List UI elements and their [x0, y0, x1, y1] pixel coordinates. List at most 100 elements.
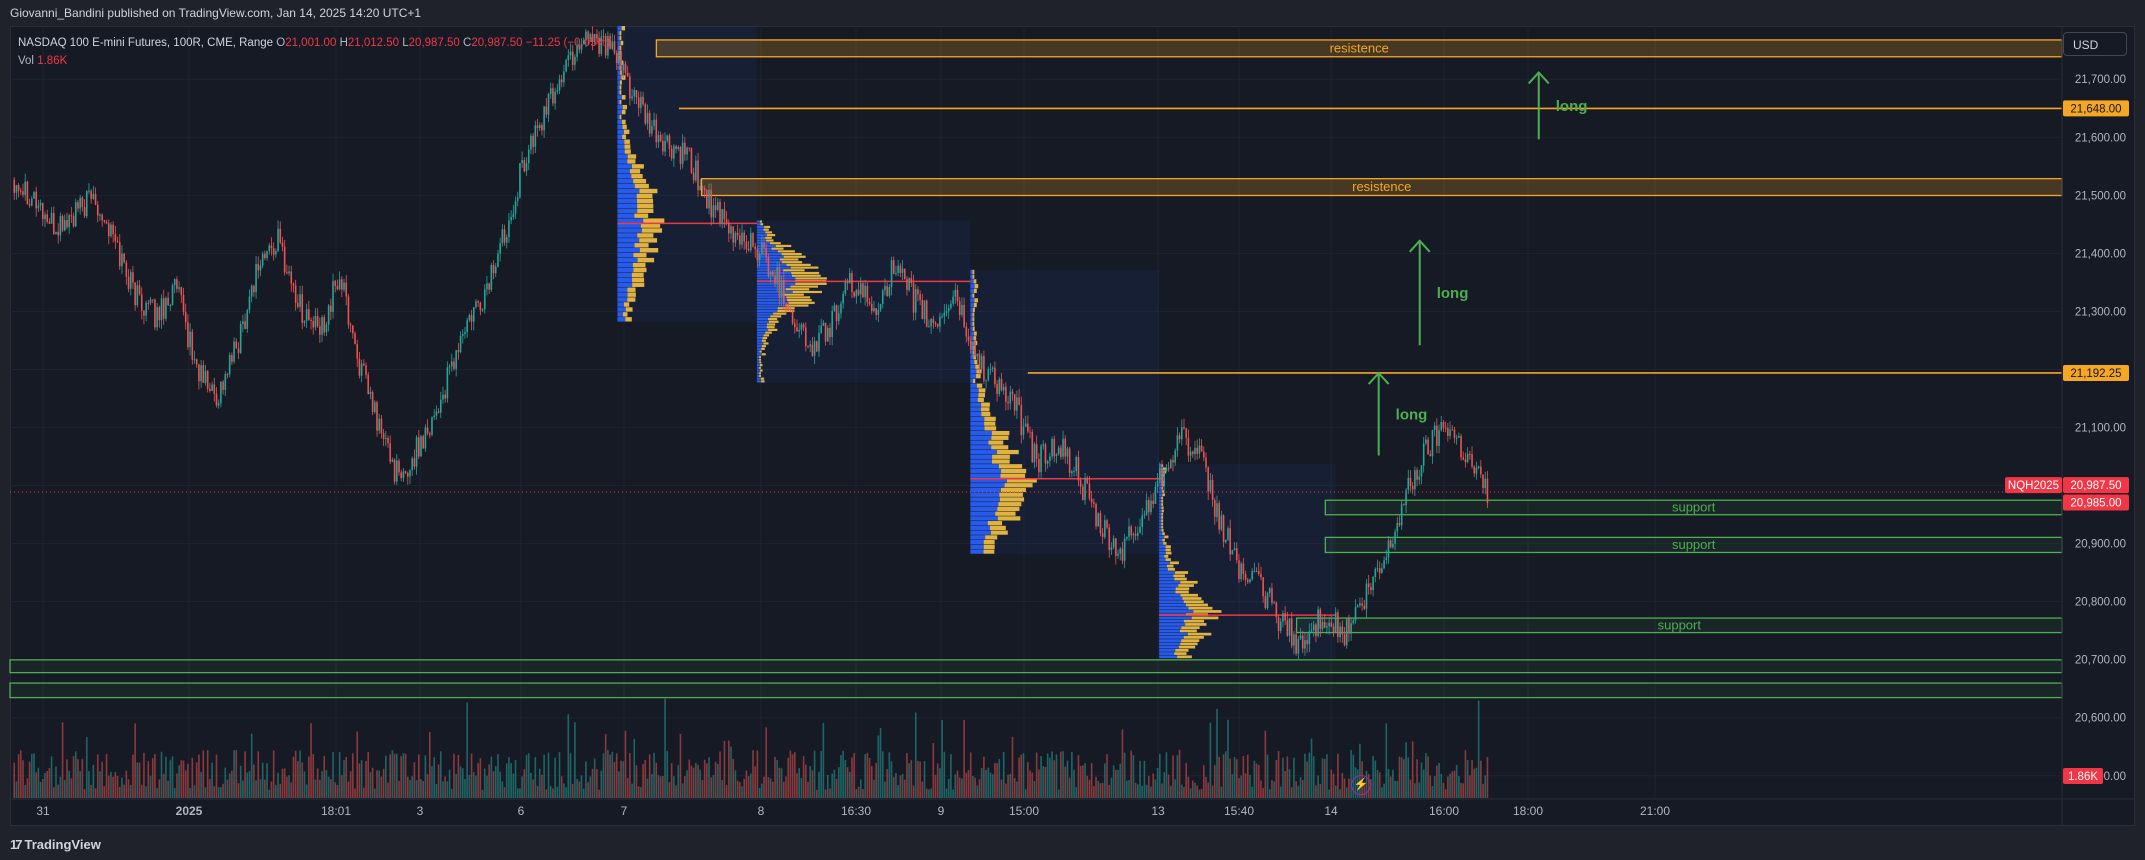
profile-bar-sell: [631, 272, 644, 278]
candle-body: [833, 305, 836, 311]
candle-body: [490, 264, 493, 290]
profile-bar-sell: [786, 296, 811, 299]
candle-body: [1185, 428, 1187, 438]
profile-bar-sell: [791, 271, 820, 275]
volume-bar: [1438, 763, 1440, 798]
volume-bar: [708, 757, 710, 798]
volume-bar: [692, 767, 695, 798]
volume-bar: [1183, 787, 1185, 798]
volume-bar: [1469, 775, 1471, 798]
profile-bar-buy: [1159, 499, 1162, 503]
profile-bar-sell: [1165, 558, 1171, 561]
candle-body: [503, 229, 506, 243]
volume-bar: [523, 769, 526, 798]
candle-body: [26, 181, 29, 205]
profile-bar-buy: [756, 342, 764, 345]
volume-bar: [246, 772, 249, 798]
volume-bar: [996, 763, 998, 798]
volume-bar: [939, 768, 941, 798]
profile-bar-buy: [970, 364, 976, 369]
candle-body: [354, 333, 356, 345]
volume-bar: [1071, 751, 1073, 798]
candle-body: [728, 222, 730, 234]
profile-bar-buy: [970, 369, 977, 374]
chart-frame[interactable]: [10, 26, 2135, 826]
lightning-icon[interactable]: ⚡: [1351, 775, 1371, 795]
profile-bar-buy: [617, 297, 628, 302]
volume-bar: [347, 781, 350, 798]
candle-body: [374, 402, 376, 412]
profile-bar-sell: [634, 213, 649, 218]
volume-bar: [1035, 752, 1038, 798]
volume-bar: [976, 785, 979, 798]
profile-bar-sell: [972, 321, 975, 327]
candle-body: [169, 305, 172, 307]
volume-bar: [950, 754, 952, 798]
profile-bar-buy: [1159, 554, 1165, 558]
volume-bar: [516, 788, 519, 798]
volume-bar: [1024, 789, 1027, 798]
symbol-title[interactable]: NASDAQ 100 E-mini Futures, 100R, CME, Ra…: [18, 37, 274, 49]
volume-bar: [136, 762, 139, 798]
profile-bar-sell: [1004, 483, 1033, 488]
volume-bar: [1458, 776, 1460, 798]
candle-body: [1480, 466, 1482, 475]
candle-body: [967, 336, 970, 341]
volume-bar: [22, 760, 24, 798]
candle-body: [220, 381, 222, 404]
profile-bar-buy: [756, 380, 762, 383]
profile-bar-buy: [970, 293, 973, 298]
candle-body: [1068, 448, 1071, 474]
profile-bar-buy: [970, 317, 973, 322]
profile-bar-sell: [621, 26, 626, 31]
candle-body: [363, 363, 365, 366]
profile-bar-sell: [632, 282, 645, 287]
candle-body: [604, 36, 607, 56]
candle-body: [1191, 451, 1194, 455]
volume-bar: [1290, 787, 1293, 798]
volume-bar: [837, 767, 840, 798]
volume-bar: [68, 770, 70, 798]
volume-bar: [569, 753, 572, 798]
volume-bar: [613, 761, 616, 798]
header-bar: Giovanni_Bandini published on TradingVie…: [0, 0, 2145, 26]
profile-bar-buy: [756, 304, 786, 307]
profile-bar-buy: [617, 139, 625, 144]
candle-body: [1106, 520, 1108, 528]
volume-bar: [1301, 780, 1304, 798]
candle-body: [1321, 622, 1324, 629]
currency-button[interactable]: USD: [2063, 32, 2127, 56]
profile-bar-sell: [619, 100, 622, 105]
volume-bar: [633, 738, 636, 798]
candle-body: [1400, 504, 1403, 526]
tradingview-logo[interactable]: 17 TradingView: [10, 830, 101, 860]
volume-bar: [352, 753, 354, 798]
profile-bar-buy: [1159, 623, 1186, 626]
volume-bar: [195, 762, 198, 798]
volume-bar: [994, 763, 996, 798]
price-tick-label: 21,300.00: [2075, 306, 2126, 318]
profile-bar-buy: [970, 473, 1001, 478]
candle-body: [466, 320, 468, 333]
profile-bar-sell: [1161, 473, 1165, 477]
candle-body: [433, 415, 435, 418]
candle-body: [140, 294, 143, 311]
volume-bar: [1090, 763, 1093, 798]
volume-bars: [13, 698, 1489, 798]
candle-body: [1484, 478, 1487, 489]
volume-bar: [1310, 738, 1313, 798]
candle-body: [1024, 423, 1027, 427]
time-tick-label: 18:01: [321, 804, 351, 818]
candle-body: [870, 303, 873, 312]
candle-body: [1161, 468, 1163, 487]
candle-body: [679, 147, 682, 164]
candle-body: [1438, 430, 1440, 446]
candle-body: [275, 251, 277, 255]
profile-bar-sell: [782, 293, 804, 296]
high-value: 21,012.50: [347, 37, 400, 49]
candle-body: [167, 297, 169, 306]
profile-bar-sell: [765, 331, 772, 334]
profile-bar-sell: [1177, 655, 1192, 659]
volume-bar: [1150, 786, 1152, 798]
